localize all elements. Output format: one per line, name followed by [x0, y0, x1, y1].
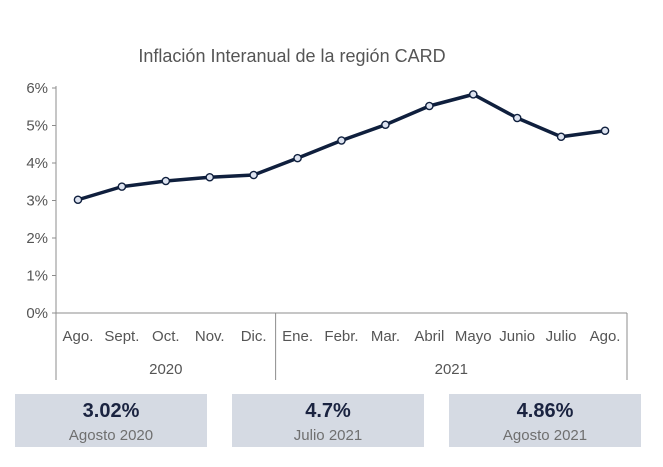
card-value: 4.86% — [516, 400, 574, 422]
y-tick-label: 6% — [26, 80, 48, 97]
year-group-label: 2020 — [149, 361, 182, 378]
data-point — [425, 101, 434, 111]
x-tick-label: Junio — [499, 328, 535, 345]
y-axis-ticks: 0% 1% 2% 3% 4% 5% 6% — [26, 80, 56, 322]
x-tick-label: Julio — [546, 328, 577, 345]
x-tick-label: Ago. — [590, 328, 621, 345]
y-tick-label: 1% — [26, 268, 48, 285]
data-point — [556, 132, 566, 142]
data-point — [73, 195, 83, 205]
data-point — [117, 182, 127, 191]
y-tick-label: 5% — [26, 118, 48, 135]
y-tick-label: 3% — [26, 193, 48, 210]
x-tick-label: Ago. — [63, 328, 94, 345]
x-axis-ticks: Ago. Sept. Oct. Nov. Dic. Ene. Febr. Mar. Abril M… — [55, 313, 628, 380]
x-tick-label: Mar. — [371, 328, 400, 345]
y-tick-label: 0% — [26, 305, 48, 322]
inflation-line-chart: Inflación Interanual de la región CARD 0… — [26, 46, 628, 380]
data-point — [161, 176, 171, 186]
x-tick-label: Febr. — [324, 328, 358, 345]
series-line — [77, 92, 606, 202]
y-tick-label: 2% — [26, 230, 48, 247]
x-tick-label: Mayo — [455, 328, 492, 345]
y-tick-label: 4% — [26, 155, 48, 172]
x-tick-label: Dic. — [241, 328, 267, 345]
x-tick-label: Nov. — [195, 328, 225, 345]
data-point — [249, 170, 258, 180]
summary-card-agosto-2020: 3.02% Agosto 2020 — [15, 394, 207, 447]
x-tick-label: Sept. — [104, 328, 139, 345]
card-value: 4.7% — [305, 400, 351, 422]
card-label: Agosto 2020 — [68, 427, 154, 444]
x-tick-label: Ene. — [282, 328, 313, 345]
data-point — [600, 126, 610, 136]
series-polyline — [77, 92, 606, 202]
chart-axes — [55, 86, 627, 314]
data-point — [293, 153, 302, 163]
data-point — [205, 172, 215, 182]
data-point — [468, 90, 478, 99]
series-points — [73, 90, 610, 205]
summary-card-julio-2021: 4.7% Julio 2021 — [232, 394, 424, 447]
data-point — [381, 120, 390, 130]
data-point — [337, 136, 346, 145]
data-point — [512, 113, 522, 123]
summary-card-agosto-2021: 4.86% Agosto 2021 — [449, 394, 641, 447]
card-value: 3.02% — [82, 400, 140, 422]
year-group-label: 2021 — [435, 361, 468, 378]
chart-title: Inflación Interanual de la región CARD — [138, 46, 445, 66]
x-tick-label: Abril — [414, 328, 444, 345]
card-label: Agosto 2021 — [502, 427, 588, 444]
card-label: Julio 2021 — [293, 427, 363, 444]
x-tick-label: Oct. — [152, 328, 180, 345]
